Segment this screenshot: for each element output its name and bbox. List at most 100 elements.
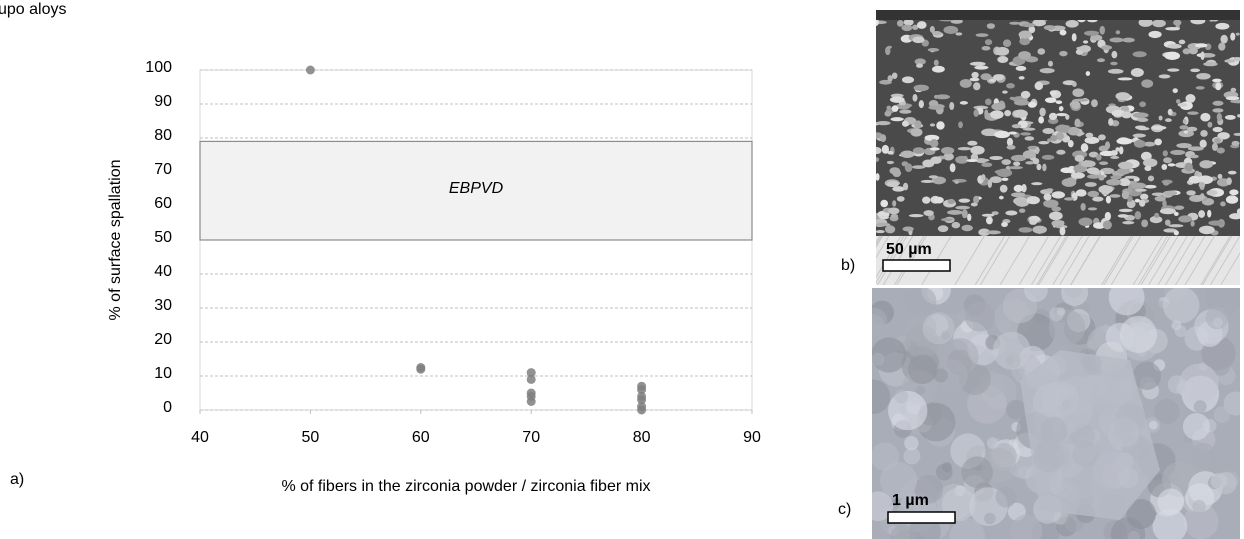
grain [1085, 71, 1091, 76]
grain [978, 228, 991, 237]
grain [1042, 163, 1047, 172]
grain [1212, 78, 1222, 83]
grain [943, 25, 959, 34]
scratch [876, 235, 883, 247]
grain [1013, 109, 1028, 118]
grain [990, 110, 1004, 119]
scratch [1200, 235, 1231, 285]
grain [1073, 98, 1089, 102]
grain [922, 196, 931, 204]
grain [1198, 210, 1206, 218]
image-top [876, 10, 1240, 20]
grain [1071, 33, 1077, 42]
grain [970, 202, 978, 207]
grain [928, 175, 939, 179]
grain [959, 101, 968, 105]
grain [1074, 118, 1081, 128]
grain [1230, 99, 1240, 104]
grain [1055, 124, 1070, 133]
grain [1144, 165, 1152, 172]
grain [1072, 81, 1077, 87]
grain [1043, 193, 1052, 201]
grain [1070, 172, 1085, 179]
grain [1029, 219, 1038, 225]
scratch [1137, 235, 1169, 285]
scratch [1052, 235, 1083, 285]
grain [959, 78, 972, 88]
grain [1075, 189, 1087, 197]
scratch [1174, 235, 1206, 285]
y-tick-label: 0 [163, 399, 172, 416]
grain [1184, 162, 1193, 172]
grain [1193, 400, 1207, 414]
grain [1206, 189, 1218, 196]
grain [1158, 74, 1171, 79]
grain [969, 61, 986, 66]
grain [1196, 72, 1211, 80]
grain [1154, 138, 1162, 146]
grain [912, 94, 918, 102]
grain [947, 210, 963, 215]
grain [951, 221, 961, 229]
grain [1195, 86, 1205, 90]
grain [933, 196, 944, 204]
scratch [1140, 235, 1171, 285]
grain [1065, 114, 1070, 120]
grain [1109, 37, 1124, 43]
scratch [1030, 235, 1062, 285]
grain [1100, 45, 1113, 50]
scratch [1209, 235, 1240, 285]
grain [1158, 115, 1163, 121]
grain [1164, 118, 1172, 123]
grain [904, 163, 913, 173]
grain [1152, 508, 1188, 539]
grain [1182, 118, 1187, 124]
grain [930, 156, 942, 164]
grain [895, 105, 911, 110]
grain [1009, 21, 1021, 25]
grain [989, 155, 1003, 160]
grain [949, 101, 955, 111]
grain [1225, 195, 1239, 204]
grain [1085, 132, 1094, 138]
grain [1152, 19, 1166, 28]
point [637, 395, 647, 405]
grain [997, 56, 1009, 64]
panel-label: c) [838, 501, 851, 518]
grain [1039, 107, 1046, 117]
grain [1037, 48, 1046, 55]
grain [1210, 473, 1228, 490]
grain [1022, 127, 1036, 131]
grain [1199, 139, 1207, 148]
grain [1177, 102, 1188, 107]
grain [902, 182, 909, 191]
grain [1072, 88, 1085, 98]
grain [1134, 125, 1147, 130]
grain [876, 229, 885, 234]
grain [1099, 25, 1106, 35]
grain [1144, 184, 1157, 189]
grain [995, 486, 1017, 508]
grain [1051, 191, 1066, 199]
grain [1032, 225, 1047, 234]
grain [920, 179, 934, 183]
grain [950, 18, 963, 24]
scale-bar [887, 511, 956, 524]
grain [991, 102, 1006, 111]
x-tick-label: 90 [743, 429, 761, 446]
y-tick-label: 90 [154, 93, 172, 110]
grain [1132, 112, 1149, 119]
grain [1032, 19, 1046, 27]
grain [1026, 196, 1040, 205]
grain [1140, 193, 1149, 200]
grain [876, 20, 887, 25]
grain [1161, 164, 1168, 170]
grain [1124, 175, 1139, 179]
grain [1099, 161, 1109, 166]
scratch [974, 235, 1006, 285]
grain [940, 218, 953, 222]
grain [986, 437, 999, 449]
grain [1212, 317, 1224, 328]
grain [1188, 47, 1198, 55]
x-tick-label: 60 [412, 429, 430, 446]
